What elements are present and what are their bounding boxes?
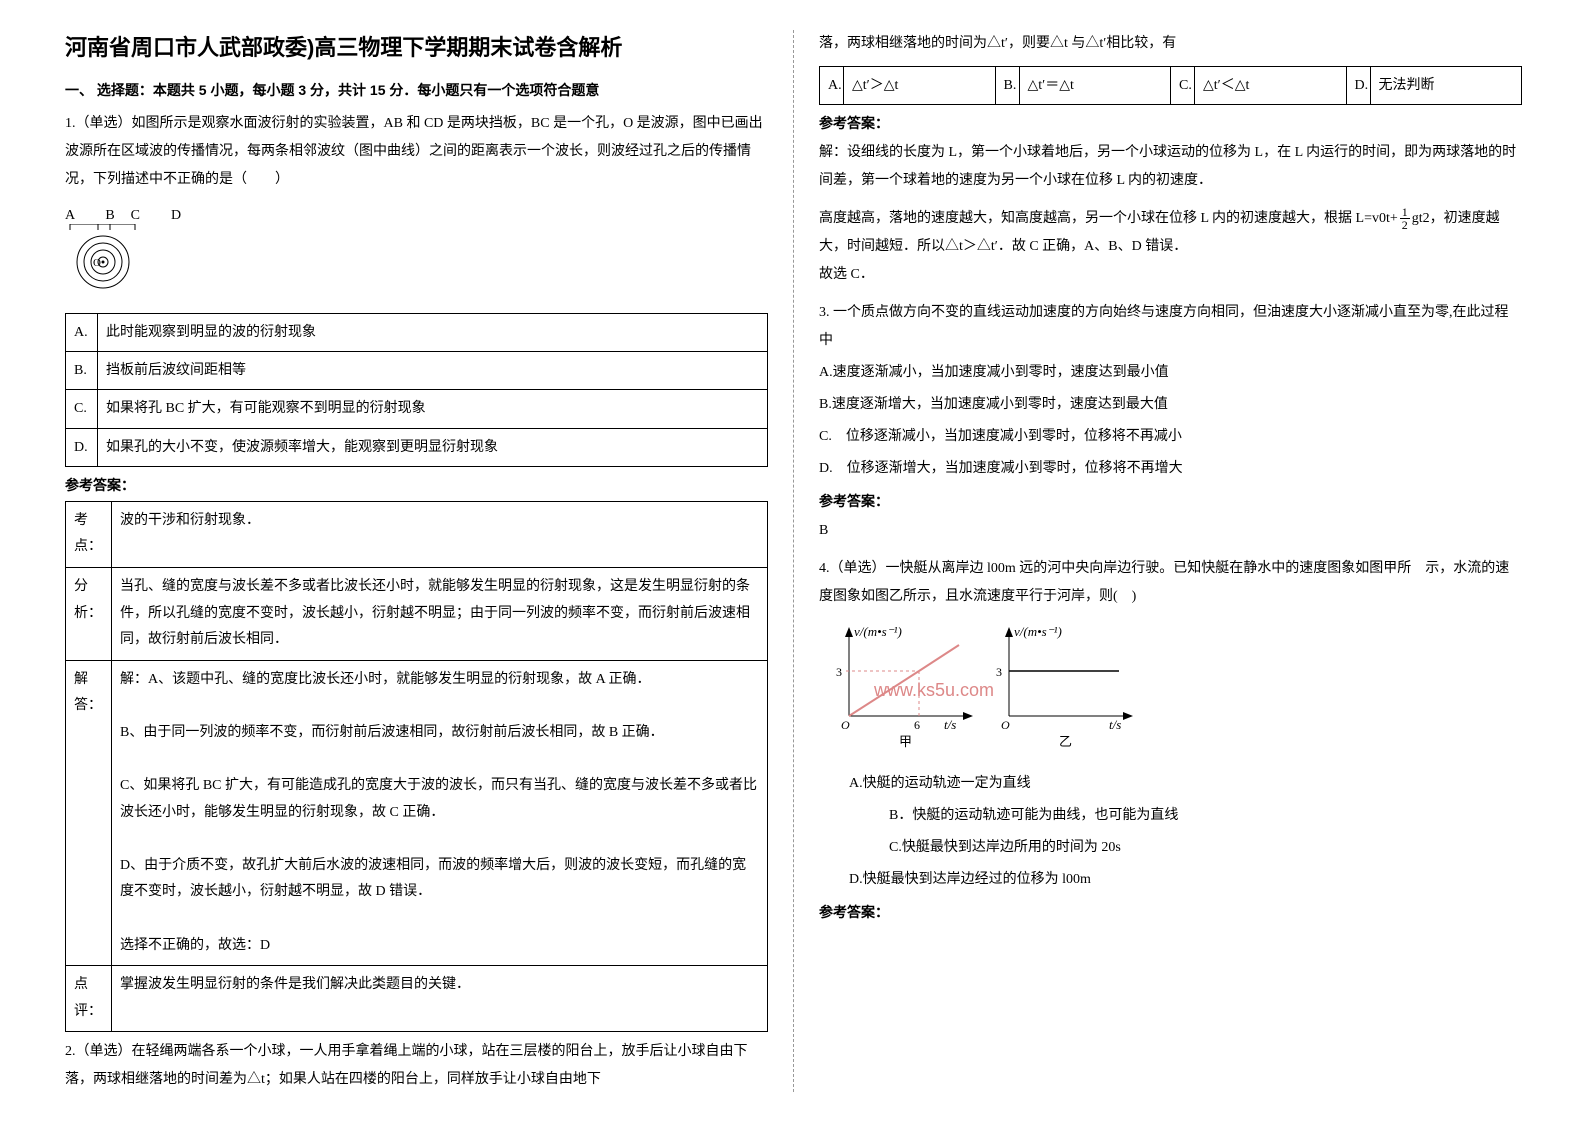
svg-text:O: O xyxy=(93,257,101,269)
ylabel-right: v/(m•s⁻¹) xyxy=(1014,624,1062,639)
opt-text: 如果孔的大小不变，使波源频率增大，能观察到更明显衍射现象 xyxy=(98,428,768,466)
opt-text: △t′＜△t xyxy=(1195,67,1347,105)
kd-label: 考点： xyxy=(66,501,112,567)
ytick-left: 3 xyxy=(836,665,842,679)
fraction-half: 12 xyxy=(1400,206,1410,231)
xtick-left: 6 xyxy=(914,718,920,732)
opt-label: D. xyxy=(66,428,98,466)
opt-label: D. xyxy=(1346,67,1370,105)
q3-stem: 3. 一个质点做方向不变的直线运动加速度的方向始终与速度方向相同，但油速度大小逐… xyxy=(819,299,1522,355)
ytick-right: 3 xyxy=(996,665,1002,679)
dp-label: 点评： xyxy=(66,966,112,1032)
answer-heading: 参考答案： xyxy=(65,475,768,495)
q4-stem: 4.（单选）一快艇从离岸边 l00m 远的河中央向岸边行驶。已知快艇在静水中的速… xyxy=(819,555,1522,611)
q4-diagram: v/(m•s⁻¹) 3 O 6 t/s 甲 v/(m•s⁻¹) 3 O t/s … xyxy=(819,621,1522,756)
q4-B: B．快艇的运动轨迹可能为曲线，也可能为直线 xyxy=(889,802,1522,830)
q4-A: A.快艇的运动轨迹一定为直线 xyxy=(849,770,1522,798)
fx-label: 分析： xyxy=(66,567,112,660)
opt-text: 如果将孔 BC 扩大，有可能观察不到明显的衍射现象 xyxy=(98,390,768,428)
q1-wave-svg: O xyxy=(65,224,155,294)
origin-right: O xyxy=(1001,718,1010,732)
xlabel-right: t/s xyxy=(1109,717,1121,732)
opt-label: A. xyxy=(66,314,98,352)
q1-diagram: A B C D O xyxy=(65,204,768,299)
opt-label: C. xyxy=(1171,67,1195,105)
opt-label: A. xyxy=(820,67,844,105)
caption-left: 甲 xyxy=(899,734,912,749)
fx-text: 当孔、缝的宽度与波长差不多或者比波长还小时，就能够发生明显的衍射现象，这是发生明… xyxy=(112,567,768,660)
q1-diagram-labels: A B C D xyxy=(65,204,768,224)
q1-stem: 1.（单选）如图所示是观察水面波衍射的实验装置，AB 和 CD 是两块挡板，BC… xyxy=(65,110,768,194)
q3-B: B.速度逐渐增大，当加速度减小到零时，速度达到最大值 xyxy=(819,391,1522,419)
q2-sol1: 解：设细线的长度为 L，第一个小球着地后，另一个小球运动的位移为 L，在 L 内… xyxy=(819,139,1522,195)
q3-C: C. 位移逐渐减小，当加速度减小到零时，位移将不再减小 xyxy=(819,423,1522,451)
q2-sol3: 故选 C． xyxy=(819,261,1522,289)
q1-options-table: A.此时能观察到明显的波的衍射现象 B.挡板前后波纹间距相等 C.如果将孔 BC… xyxy=(65,313,768,467)
xlabel-left: t/s xyxy=(944,717,956,732)
answer-heading: 参考答案： xyxy=(819,902,1522,922)
jd-label: 解答： xyxy=(66,660,112,966)
q2-continuation: 落，两球相继落地的时间为△t′，则要△t 与△t′相比较，有 xyxy=(819,30,1522,58)
q4-chart-svg: v/(m•s⁻¹) 3 O 6 t/s 甲 v/(m•s⁻¹) 3 O t/s … xyxy=(819,621,1159,751)
opt-text: △t′＝△t xyxy=(1019,67,1171,105)
q3-A: A.速度逐渐减小，当加速度减小到零时，速度达到最小值 xyxy=(819,359,1522,387)
opt-text: 此时能观察到明显的波的衍射现象 xyxy=(98,314,768,352)
answer-heading: 参考答案： xyxy=(819,113,1522,133)
q2-sol2a: 高度越高，落地的速度越大，知高度越高，另一个小球在位移 L 内的初速度越大，根据… xyxy=(819,211,1398,226)
origin-left: O xyxy=(841,718,850,732)
ylabel-left: v/(m•s⁻¹) xyxy=(854,624,902,639)
opt-text: △t′＞△t xyxy=(844,67,996,105)
q2-options-table: A.△t′＞△t B.△t′＝△t C.△t′＜△t D.无法判断 xyxy=(819,66,1522,105)
opt-text: 挡板前后波纹间距相等 xyxy=(98,352,768,390)
dp-text: 掌握波发生明显衍射的条件是我们解决此类题目的关键． xyxy=(112,966,768,1032)
jd-text: 解：A、该题中孔、缝的宽度比波长还小时，就能够发生明显的衍射现象，故 A 正确．… xyxy=(112,660,768,966)
opt-label: C. xyxy=(66,390,98,428)
opt-label: B. xyxy=(66,352,98,390)
page-title: 河南省周口市人武部政委)高三物理下学期期末试卷含解析 xyxy=(65,30,768,62)
caption-right: 乙 xyxy=(1059,734,1072,749)
q3-answer: B xyxy=(819,517,1522,545)
watermark-text: www.ks5u.com xyxy=(873,680,994,700)
q4-D: D.快艇最快到达岸边经过的位移为 l00m xyxy=(849,866,1522,894)
q2-sol2: 高度越高，落地的速度越大，知高度越高，另一个小球在位移 L 内的初速度越大，根据… xyxy=(819,205,1522,261)
q3-D: D. 位移逐渐增大，当加速度减小到零时，位移将不再增大 xyxy=(819,455,1522,483)
answer-heading: 参考答案： xyxy=(819,491,1522,511)
opt-text: 无法判断 xyxy=(1370,67,1522,105)
right-column: 落，两球相继落地的时间为△t′，则要△t 与△t′相比较，有 A.△t′＞△t … xyxy=(794,30,1547,1092)
section-heading: 一、 选择题：本题共 5 小题，每小题 3 分，共计 15 分．每小题只有一个选… xyxy=(65,80,768,100)
left-column: 河南省周口市人武部政委)高三物理下学期期末试卷含解析 一、 选择题：本题共 5 … xyxy=(40,30,794,1092)
kd-text: 波的干涉和衍射现象． xyxy=(112,501,768,567)
q2-stem: 2.（单选）在轻绳两端各系一个小球，一人用手拿着绳上端的小球，站在三层楼的阳台上… xyxy=(65,1038,768,1094)
q1-analysis-table: 考点：波的干涉和衍射现象． 分析：当孔、缝的宽度与波长差不多或者比波长还小时，就… xyxy=(65,501,768,1033)
opt-label: B. xyxy=(995,67,1019,105)
q4-C: C.快艇最快到达岸边所用的时间为 20s xyxy=(889,834,1522,862)
